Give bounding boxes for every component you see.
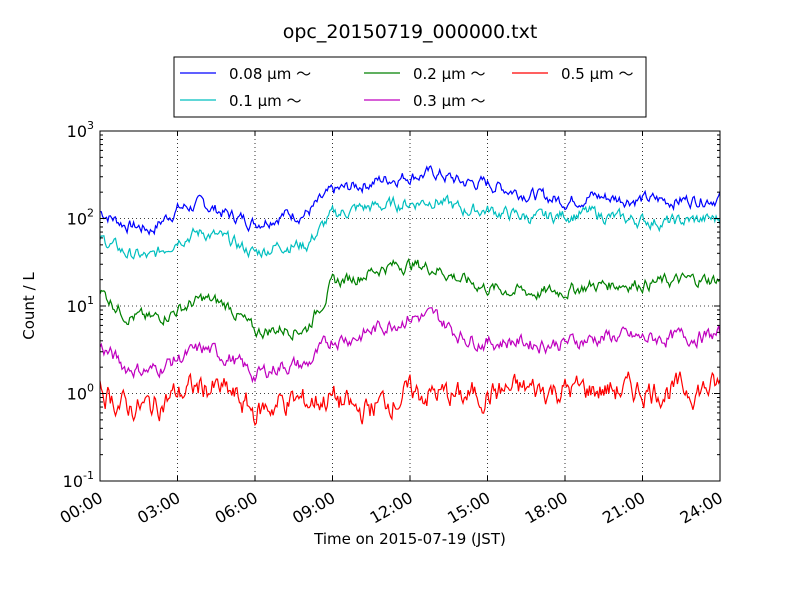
series-line: [99, 257, 721, 342]
y-axis-label: Count / L: [20, 272, 38, 340]
legend-label: 0.5 μm ～: [561, 65, 634, 83]
series-layer: [99, 165, 721, 427]
series-line: [99, 194, 721, 260]
y-axis-ticks: 10-1 100 101 102 103: [63, 119, 720, 491]
legend-label: 0.3 μm ～: [413, 92, 486, 110]
series-line: [99, 307, 721, 384]
y-tick-label: 103: [67, 119, 94, 141]
legend-label: 0.1 μm ～: [229, 92, 302, 110]
y-tick-label: 101: [67, 294, 94, 316]
y-tick-label: 102: [67, 207, 94, 229]
grid-lines: [100, 131, 720, 481]
y-tick-label: 100: [67, 382, 94, 404]
y-tick-label: 10-1: [63, 469, 94, 491]
legend-box: [173, 56, 647, 118]
series-line: [100, 165, 721, 236]
x-axis-label: Time on 2015-07-19 (JST): [313, 530, 506, 548]
legend-label: 0.2 μm ～: [413, 65, 486, 83]
chart-title: opc_20150719_000000.txt: [283, 21, 538, 43]
series-line: [99, 371, 721, 427]
legend-label: 0.08 μm ～: [229, 65, 311, 83]
legend: 0.08 μm ～ 0.1 μm ～ 0.2 μm ～ 0.3 μm ～ 0.5 μm …: [173, 56, 647, 118]
